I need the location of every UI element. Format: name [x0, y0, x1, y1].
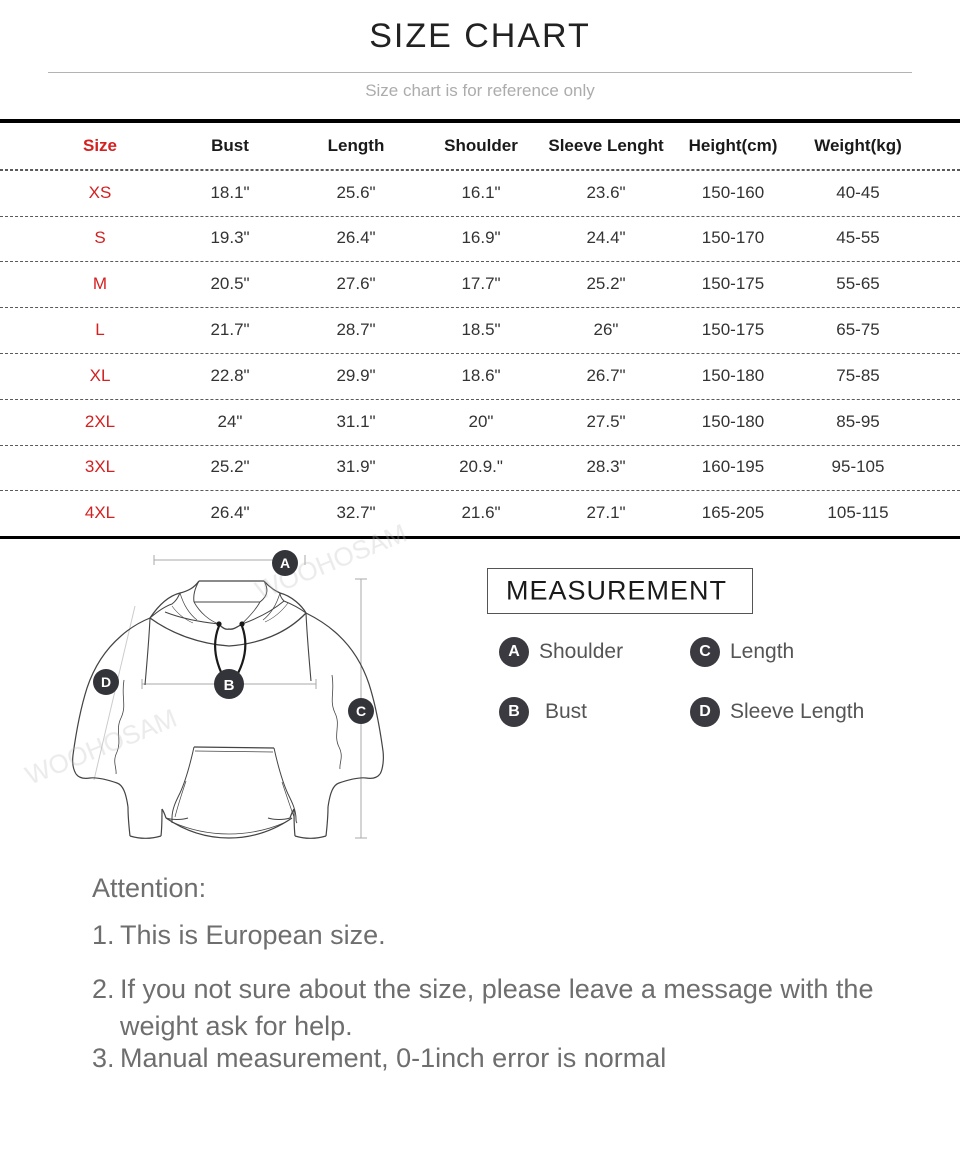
svg-text:A: A: [280, 555, 290, 571]
svg-text:D: D: [101, 674, 111, 690]
svg-text:WOOHOSAM: WOOHOSAM: [21, 703, 181, 791]
svg-text:B: B: [224, 677, 235, 694]
svg-text:C: C: [356, 703, 366, 719]
